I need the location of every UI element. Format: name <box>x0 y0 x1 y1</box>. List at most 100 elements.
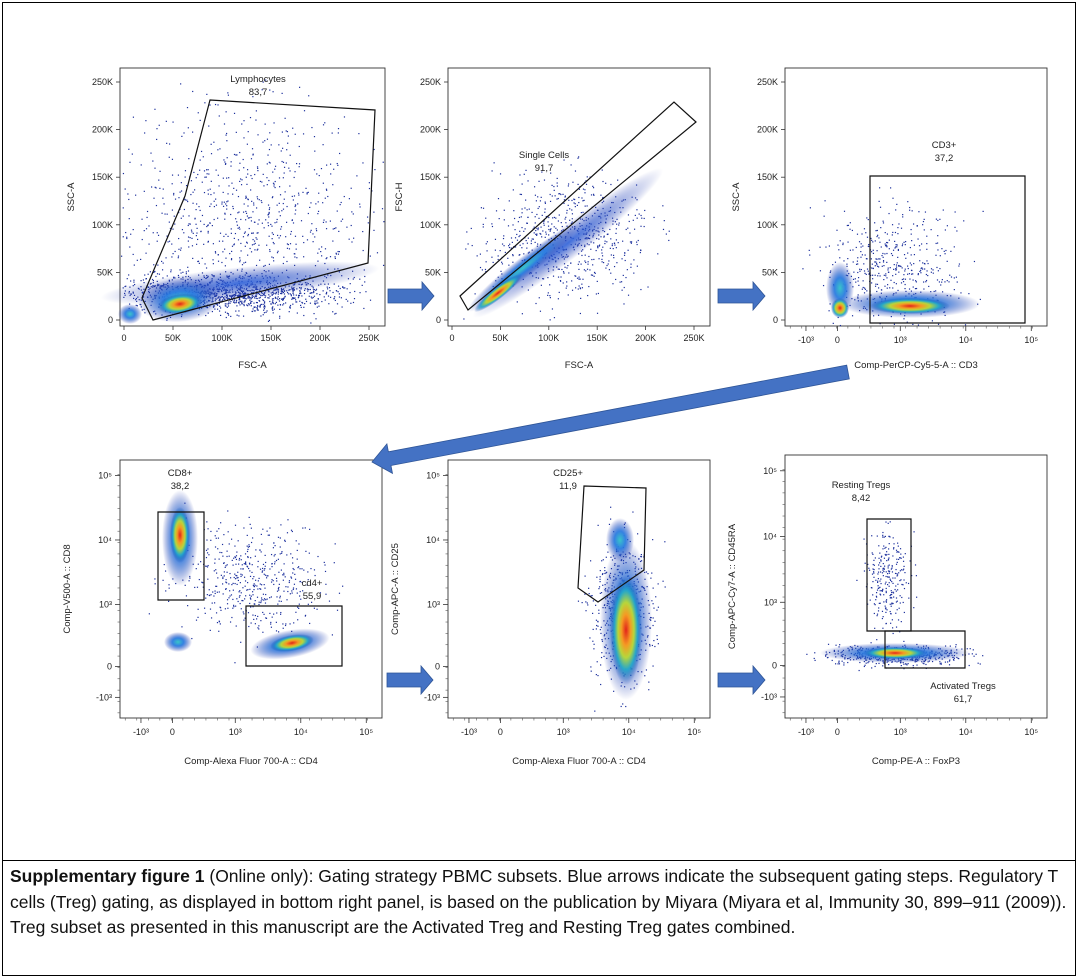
y-tick-label: -10³ <box>96 692 112 702</box>
y-tick-label: 10⁵ <box>98 470 112 480</box>
plot-area-6 <box>784 454 1048 719</box>
x-tick-label: 100K <box>211 333 232 343</box>
y-tick-label: 0 <box>435 661 440 671</box>
density-blob <box>164 632 192 652</box>
density-blob <box>826 262 854 314</box>
gate-percent-label: 83,7 <box>249 87 268 98</box>
x-tick-label: 100K <box>538 333 559 343</box>
x-tick-label: -10³ <box>798 335 814 345</box>
y-tick-label: 100K <box>420 220 441 230</box>
gate-name-label: Resting Tregs <box>832 480 891 491</box>
caption-divider <box>2 860 1076 861</box>
y-tick-label: -10³ <box>424 692 440 702</box>
caption-text: (Online only): Gating strategy PBMC subs… <box>10 866 1067 937</box>
x-tick-label: 50K <box>492 333 508 343</box>
y-tick-label: 250K <box>757 77 778 87</box>
y-tick-label: 250K <box>420 77 441 87</box>
x-tick-label: 10⁵ <box>1024 335 1038 345</box>
arrow-4-to-5 <box>386 664 434 696</box>
x-axis-label: Comp-Alexa Fluor 700-A :: CD4 <box>512 756 646 767</box>
y-tick-label: 10³ <box>99 599 112 609</box>
density-blob <box>118 304 142 324</box>
x-tick-label: 0 <box>449 333 454 343</box>
y-axis-label: Comp-V500-A :: CD8 <box>62 544 73 633</box>
x-tick-label: 150K <box>260 333 281 343</box>
gate-percent-label: 61,7 <box>954 694 973 705</box>
gate-name-label: Lymphocytes <box>230 74 286 85</box>
y-tick-label: 10⁵ <box>763 466 777 476</box>
figure-caption: Supplementary figure 1 (Online only): Ga… <box>10 864 1070 941</box>
cd25-gate <box>577 485 647 603</box>
x-tick-label: 0 <box>498 727 503 737</box>
x-tick-label: 150K <box>587 333 608 343</box>
y-tick-label: 50K <box>97 267 113 277</box>
x-axis-label: Comp-Alexa Fluor 700-A :: CD4 <box>184 756 318 767</box>
cd3-gate <box>869 175 1026 324</box>
y-tick-label: 200K <box>92 125 113 135</box>
y-tick-label: 150K <box>420 172 441 182</box>
gate-name-label: CD8+ <box>168 468 193 479</box>
y-axis-label: Comp-APC-Cy7-A :: CD45RA <box>727 523 738 649</box>
y-tick-label: 10⁴ <box>98 535 112 545</box>
y-tick-label: 200K <box>757 125 778 135</box>
y-tick-label: 200K <box>420 125 441 135</box>
y-tick-label: 100K <box>92 220 113 230</box>
y-tick-label: 0 <box>107 661 112 671</box>
gate-name-label: cd4+ <box>302 578 323 589</box>
density-blob <box>870 298 950 314</box>
lymphocytes-gate <box>141 99 376 321</box>
x-tick-label: 0 <box>170 727 175 737</box>
cd8-gate <box>157 511 205 601</box>
density-blob <box>610 575 642 685</box>
x-tick-label: 250K <box>683 333 704 343</box>
y-tick-label: 0 <box>108 315 113 325</box>
gate-name-label: CD25+ <box>553 468 583 479</box>
x-axis-label: FSC-A <box>238 360 267 371</box>
gate-percent-label: 38,2 <box>171 481 190 492</box>
activated-tregs-gate <box>884 630 966 669</box>
gating-arrows <box>371 280 850 696</box>
x-axis-label: Comp-PE-A :: FoxP3 <box>872 756 960 767</box>
x-axis-label: FSC-A <box>565 360 594 371</box>
x-tick-label: 10³ <box>894 335 907 345</box>
y-tick-label: 10³ <box>427 599 440 609</box>
x-tick-label: 10⁵ <box>687 727 701 737</box>
gate-percent-label: 8,42 <box>852 493 871 504</box>
arrow-5-to-6 <box>717 664 766 696</box>
y-tick-label: 150K <box>92 172 113 182</box>
y-tick-label: 50K <box>425 267 441 277</box>
x-tick-label: -10³ <box>133 727 149 737</box>
x-tick-label: 200K <box>635 333 656 343</box>
y-axis-label: FSC-H <box>394 182 405 211</box>
y-tick-label: 150K <box>757 172 778 182</box>
cd4-gate <box>245 605 343 667</box>
y-tick-label: 10⁴ <box>763 532 777 542</box>
gate-percent-label: 37,2 <box>935 153 954 164</box>
event-dots <box>121 79 385 324</box>
x-tick-label: 10³ <box>229 727 242 737</box>
y-tick-label: 0 <box>436 315 441 325</box>
y-tick-label: 0 <box>772 660 777 670</box>
x-tick-label: -10³ <box>798 727 814 737</box>
gate-name-label: Activated Tregs <box>930 681 996 692</box>
x-tick-label: -10³ <box>461 727 477 737</box>
y-tick-label: 100K <box>757 220 778 230</box>
event-dots <box>856 521 918 641</box>
y-tick-label: 10⁵ <box>426 470 440 480</box>
y-tick-label: 10³ <box>764 597 777 607</box>
x-tick-label: 10⁵ <box>1024 727 1038 737</box>
arrow-2-to-3 <box>717 280 766 312</box>
y-tick-label: 0 <box>773 315 778 325</box>
gate-percent-label: 11,9 <box>559 481 577 492</box>
x-axis-label: Comp-PerCP-Cy5-5-A :: CD3 <box>854 360 978 371</box>
caption-title: Supplementary figure 1 <box>10 866 205 886</box>
x-tick-label: 10⁴ <box>959 727 973 737</box>
x-tick-label: 10⁴ <box>622 727 636 737</box>
x-tick-label: 0 <box>835 727 840 737</box>
x-tick-label: 10⁵ <box>359 727 373 737</box>
y-axis-label: Comp-APC-A :: CD25 <box>390 543 401 635</box>
density-blob <box>158 293 202 315</box>
x-tick-label: 200K <box>309 333 330 343</box>
